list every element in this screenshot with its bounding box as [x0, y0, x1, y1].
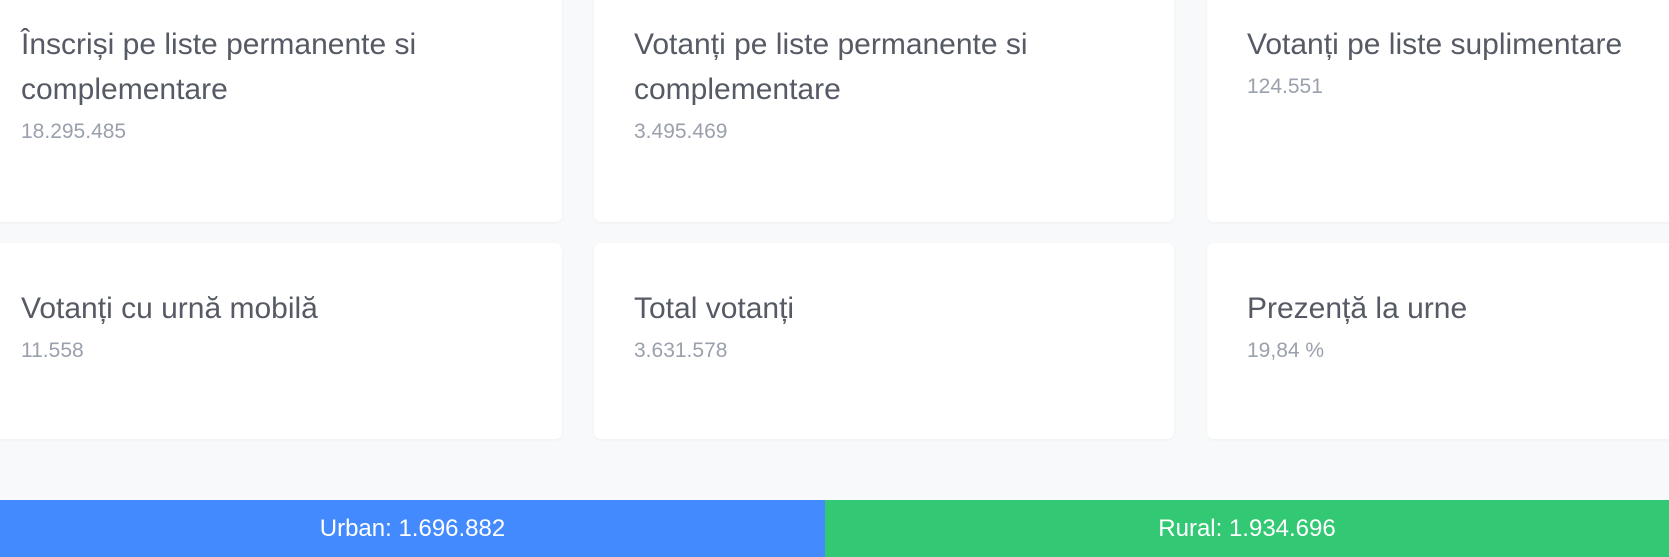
- rural-bar: Rural: 1.934.696: [825, 500, 1669, 557]
- stat-label: Prezență la urne: [1247, 292, 1468, 325]
- stat-value: 3.631.578: [634, 339, 728, 362]
- stat-label: Votanți pe liste permanente si complemen…: [634, 28, 1028, 106]
- stat-card-mobile-urn: Votanți cu urnă mobilă 11.558: [0, 243, 562, 439]
- stat-card-total-voters: Total votanți 3.631.578: [594, 243, 1174, 439]
- stat-label: Votanți cu urnă mobilă: [21, 292, 318, 325]
- stat-value: 11.558: [21, 339, 84, 362]
- stat-label: Total votanți: [634, 292, 795, 325]
- stat-label: Înscriși pe liste permanente si compleme…: [21, 28, 417, 106]
- urban-bar: Urban: 1.696.882: [0, 500, 825, 557]
- stat-card-registered: Înscriși pe liste permanente si compleme…: [0, 0, 562, 222]
- stat-card-voters-permanent: Votanți pe liste permanente si complemen…: [594, 0, 1174, 222]
- stat-card-turnout: Prezență la urne 19,84 %: [1207, 243, 1669, 439]
- stat-value: 124.551: [1247, 75, 1323, 98]
- stat-card-voters-supplementary: Votanți pe liste suplimentare 124.551: [1207, 0, 1669, 222]
- stat-value: 19,84 %: [1247, 339, 1325, 362]
- stat-value: 18.295.485: [21, 120, 127, 143]
- stat-value: 3.495.469: [634, 120, 728, 143]
- stat-label: Votanți pe liste suplimentare: [1247, 28, 1623, 61]
